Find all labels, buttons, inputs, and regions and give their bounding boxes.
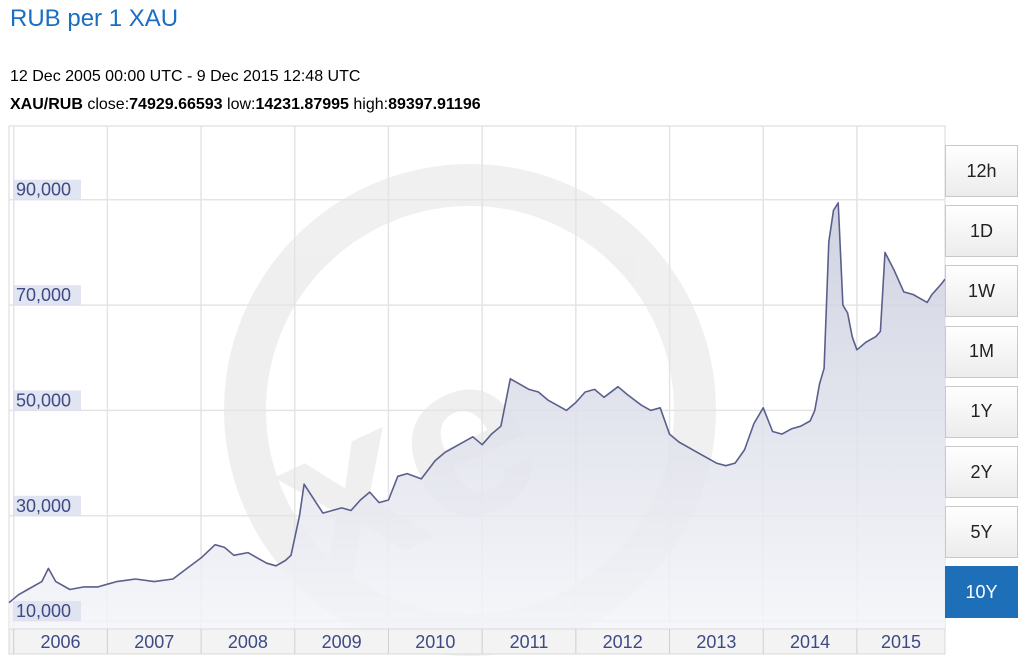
page-title: RUB per 1 XAU [10, 5, 179, 32]
range-button-1m[interactable]: 1M [945, 325, 1018, 378]
x-tick-label: 2008 [228, 632, 268, 652]
close-value: 74929.66593 [129, 96, 223, 113]
y-tick-label: 10,000 [13, 601, 81, 622]
x-tick-label: 2014 [790, 632, 830, 652]
y-tick-label: 50,000 [13, 390, 81, 411]
high-value: 89397.91196 [388, 96, 481, 113]
x-tick-label: 2015 [881, 632, 921, 652]
y-tick-bg [13, 179, 81, 200]
range-button-5y[interactable]: 5Y [945, 506, 1018, 559]
y-tick-text: 30,000 [16, 496, 71, 516]
price-area [9, 202, 945, 629]
y-tick-bg [13, 495, 81, 516]
price-stats: XAU/RUB close:74929.66593 low:14231.8799… [10, 96, 481, 114]
range-button-2y[interactable]: 2Y [945, 446, 1018, 498]
x-tick-label: 2013 [696, 632, 736, 652]
range-button-1w[interactable]: 1W [945, 265, 1018, 318]
y-tick-bg [13, 390, 81, 411]
high-label: high: [353, 96, 389, 113]
x-tick-label: 2011 [510, 632, 549, 652]
price-chart[interactable]: xe 10,000 30,000 50,000 70,000 90,000 2006 20… [0, 120, 948, 657]
close-label: close: [87, 96, 130, 113]
low-value: 14231.87995 [255, 96, 349, 113]
y-tick-text: 10,000 [16, 601, 71, 621]
y-tick-bg [13, 601, 81, 622]
y-tick-label: 70,000 [13, 285, 81, 306]
range-button-10y[interactable]: 10Y [945, 566, 1018, 619]
y-tick-bg [13, 285, 81, 306]
price-line [8, 202, 946, 604]
x-tick-label: 2007 [134, 632, 174, 652]
y-tick-label: 90,000 [13, 179, 81, 200]
y-tick-text: 90,000 [16, 180, 71, 200]
y-tick-label: 30,000 [13, 495, 81, 516]
range-button-12h[interactable]: 12h [945, 145, 1018, 197]
x-axis-band [8, 628, 946, 655]
pair-label: XAU/RUB [10, 96, 83, 113]
x-tick-label: 2006 [41, 632, 81, 652]
x-tick-label: 2010 [415, 632, 455, 652]
x-tick-label: 2012 [603, 632, 643, 652]
range-button-1d[interactable]: 1D [945, 205, 1018, 258]
date-range: 12 Dec 2005 00:00 UTC - 9 Dec 2015 12:48… [10, 68, 361, 85]
range-button-1y[interactable]: 1Y [945, 385, 1018, 438]
x-tick-label: 2009 [322, 632, 362, 652]
low-label: low: [227, 96, 256, 113]
y-tick-text: 70,000 [16, 285, 71, 305]
y-tick-text: 50,000 [16, 390, 71, 410]
